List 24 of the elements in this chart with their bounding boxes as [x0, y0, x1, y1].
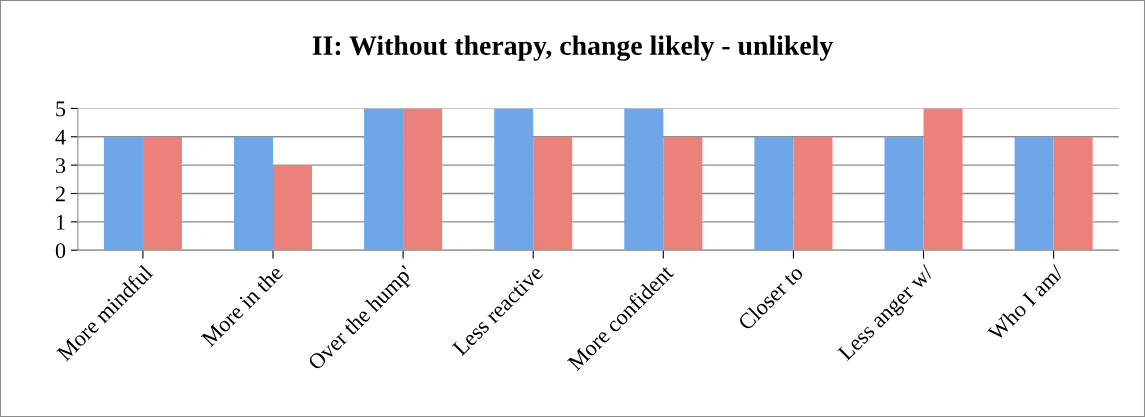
bar: [663, 136, 703, 251]
bar: [793, 136, 833, 251]
chart-title: II: Without therapy, change likely - unlikely: [312, 35, 833, 61]
bar: [624, 108, 664, 251]
bar: [364, 108, 404, 251]
y-tick-label: 0: [55, 243, 66, 259]
bar: [1014, 136, 1054, 251]
bar: [233, 136, 274, 251]
y-tick-label: 5: [56, 101, 66, 117]
bar: [754, 136, 794, 251]
y-tick-label: 4: [55, 129, 66, 145]
bar: [923, 108, 963, 251]
bar: [273, 165, 313, 251]
bar: [142, 136, 182, 251]
bar: [533, 136, 573, 251]
bar: [103, 136, 143, 251]
bar: [403, 108, 443, 251]
x-tick-label: Who I am/: [986, 263, 1065, 342]
y-tick-label: 2: [55, 186, 65, 202]
bar: [494, 108, 534, 251]
bar: [884, 136, 924, 251]
y-tick-label: 1: [56, 214, 65, 230]
y-tick-label: 3: [56, 158, 66, 174]
bar: [1053, 136, 1093, 251]
